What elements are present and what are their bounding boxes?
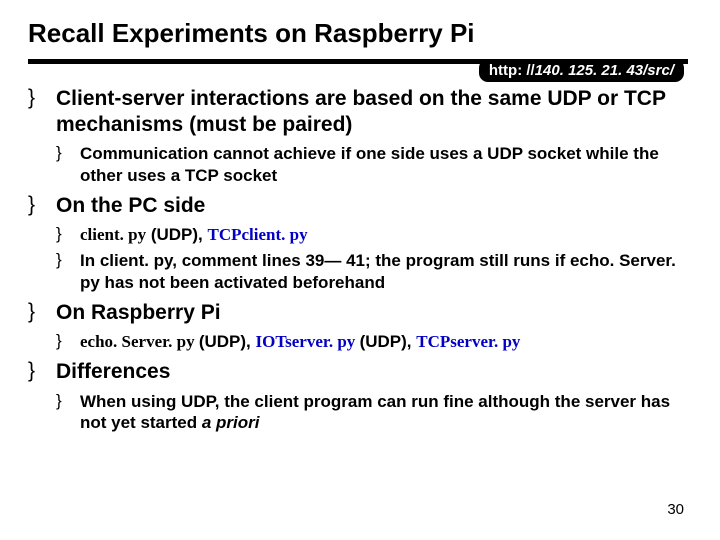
list-item: }On Raspberry Pi}echo. Server. py (UDP),… bbox=[28, 300, 692, 353]
sub-list-item-text: In client. py, comment lines 39— 41; the… bbox=[80, 250, 692, 294]
list-item: }Differences}When using UDP, the client … bbox=[28, 359, 692, 434]
list-item: }On the PC side}client. py (UDP), TCPcli… bbox=[28, 193, 692, 294]
list-item: }Client-server interactions are based on… bbox=[28, 86, 692, 187]
url-prefix: http: // bbox=[489, 62, 535, 79]
sub-list: }When using UDP, the client program can … bbox=[28, 391, 692, 435]
page-title: Recall Experiments on Raspberry Pi bbox=[28, 18, 692, 49]
bullet-icon: } bbox=[28, 359, 56, 383]
text-run: client. py bbox=[80, 225, 146, 244]
sub-list-item-text: When using UDP, the client program can r… bbox=[80, 391, 692, 435]
list-item-text: Differences bbox=[56, 359, 170, 385]
text-run: TCPserver. py bbox=[416, 332, 520, 351]
bullet-icon: } bbox=[28, 300, 56, 324]
bullet-icon: } bbox=[56, 224, 80, 244]
sub-list: }Communication cannot achieve if one sid… bbox=[28, 143, 692, 187]
bullet-icon: } bbox=[56, 391, 80, 411]
url-badge: http: //140. 125. 21. 43/src/ bbox=[479, 59, 684, 82]
list-item-text: On the PC side bbox=[56, 193, 205, 219]
list-item-text: Client-server interactions are based on … bbox=[56, 86, 692, 137]
sub-list-item-text: Communication cannot achieve if one side… bbox=[80, 143, 692, 187]
sub-list-item: }When using UDP, the client program can … bbox=[56, 391, 692, 435]
bullet-icon: } bbox=[28, 193, 56, 217]
bullet-icon: } bbox=[56, 331, 80, 351]
list-item-text: On Raspberry Pi bbox=[56, 300, 221, 326]
sub-list-item: }echo. Server. py (UDP), IOTserver. py (… bbox=[56, 331, 692, 353]
sub-list-item-text: echo. Server. py (UDP), IOTserver. py (U… bbox=[80, 331, 520, 353]
sub-list-item-text: client. py (UDP), TCPclient. py bbox=[80, 224, 308, 246]
sub-list-item: }Communication cannot achieve if one sid… bbox=[56, 143, 692, 187]
sub-list-item: }client. py (UDP), TCPclient. py bbox=[56, 224, 692, 246]
text-run: (UDP), bbox=[360, 332, 417, 351]
bullet-list: }Client-server interactions are based on… bbox=[28, 86, 692, 434]
text-run: echo. Server. py bbox=[80, 332, 199, 351]
sub-list: }echo. Server. py (UDP), IOTserver. py (… bbox=[28, 331, 692, 353]
url-ip: 140. 125. 21. 43/src/ bbox=[535, 62, 674, 79]
text-run: When using UDP, the client program can r… bbox=[80, 392, 670, 433]
slide: Recall Experiments on Raspberry Pi http:… bbox=[0, 0, 720, 540]
text-run: IOTserver. py bbox=[256, 332, 360, 351]
bullet-icon: } bbox=[56, 250, 80, 270]
text-run: a priori bbox=[202, 413, 260, 432]
text-run: Communication cannot achieve if one side… bbox=[80, 144, 659, 185]
bullet-icon: } bbox=[56, 143, 80, 163]
text-run: In client. py, comment lines 39— 41; the… bbox=[80, 251, 676, 292]
text-run: (UDP), bbox=[199, 332, 256, 351]
text-run: (UDP), bbox=[146, 225, 207, 244]
sub-list: }client. py (UDP), TCPclient. py}In clie… bbox=[28, 224, 692, 293]
bullet-icon: } bbox=[28, 86, 56, 110]
sub-list-item: }In client. py, comment lines 39— 41; th… bbox=[56, 250, 692, 294]
content: }Client-server interactions are based on… bbox=[28, 86, 692, 434]
page-number: 30 bbox=[667, 501, 684, 518]
text-run: TCPclient. py bbox=[208, 225, 308, 244]
